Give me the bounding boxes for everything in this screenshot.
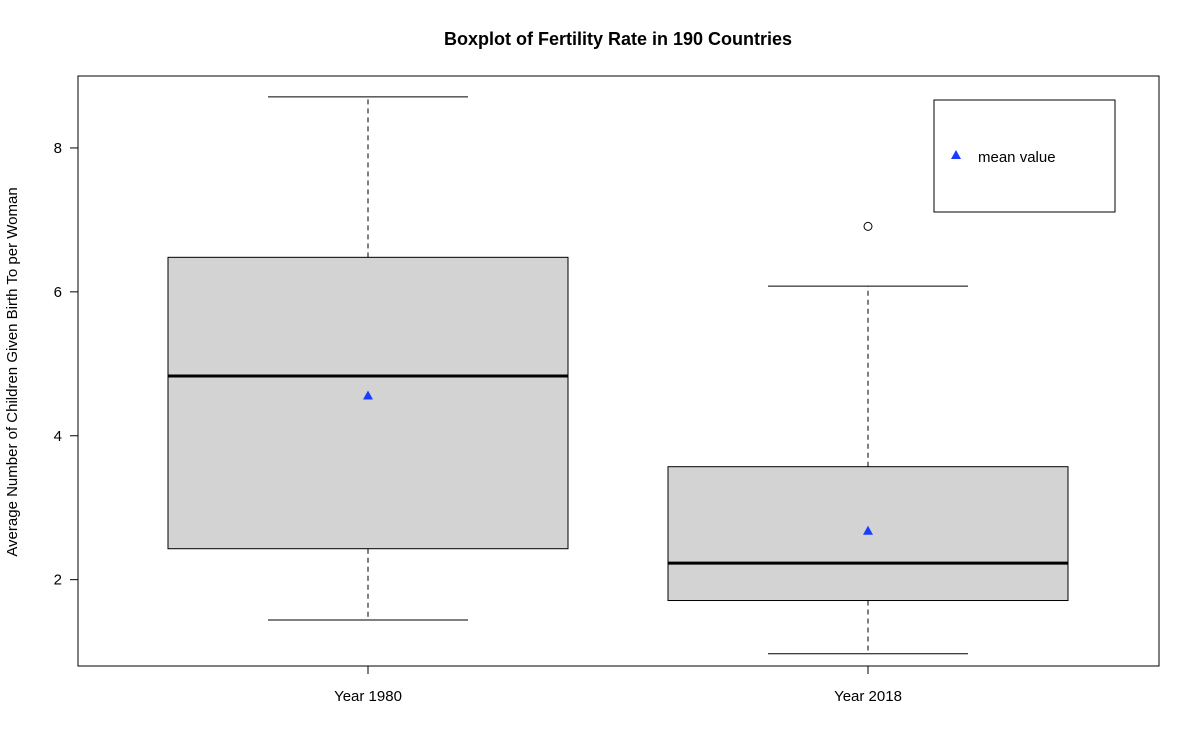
x-tick-label-1: Year 2018 [834, 688, 902, 705]
legend-label: mean value [978, 149, 1056, 166]
y-axis-label: Average Number of Children Given Birth T… [4, 187, 21, 556]
iqr-box-0 [167, 256, 569, 550]
mean-marker-0 [363, 390, 373, 400]
box-1 [667, 221, 1069, 655]
plot-frame [77, 75, 1160, 667]
y-tick-label-2: 2 [54, 572, 62, 589]
x-tick-label-0: Year 1980 [334, 688, 402, 705]
chart-title: Boxplot of Fertility Rate in 190 Countri… [444, 29, 792, 49]
x-axis: Year 1980 Year 2018 [334, 666, 902, 705]
legend: mean value [933, 99, 1116, 213]
legend-box [933, 99, 1116, 213]
y-tick-label-8: 8 [54, 140, 62, 157]
legend-triangle-marker [951, 150, 961, 159]
boxes-group [167, 96, 1069, 655]
y-tick-label-4: 4 [54, 428, 62, 445]
y-axis: 2 4 6 8 [54, 140, 78, 589]
y-tick-label-6: 6 [54, 284, 62, 301]
outlier-1-0 [863, 221, 873, 231]
box-0 [167, 96, 569, 621]
mean-marker-1 [863, 525, 873, 535]
